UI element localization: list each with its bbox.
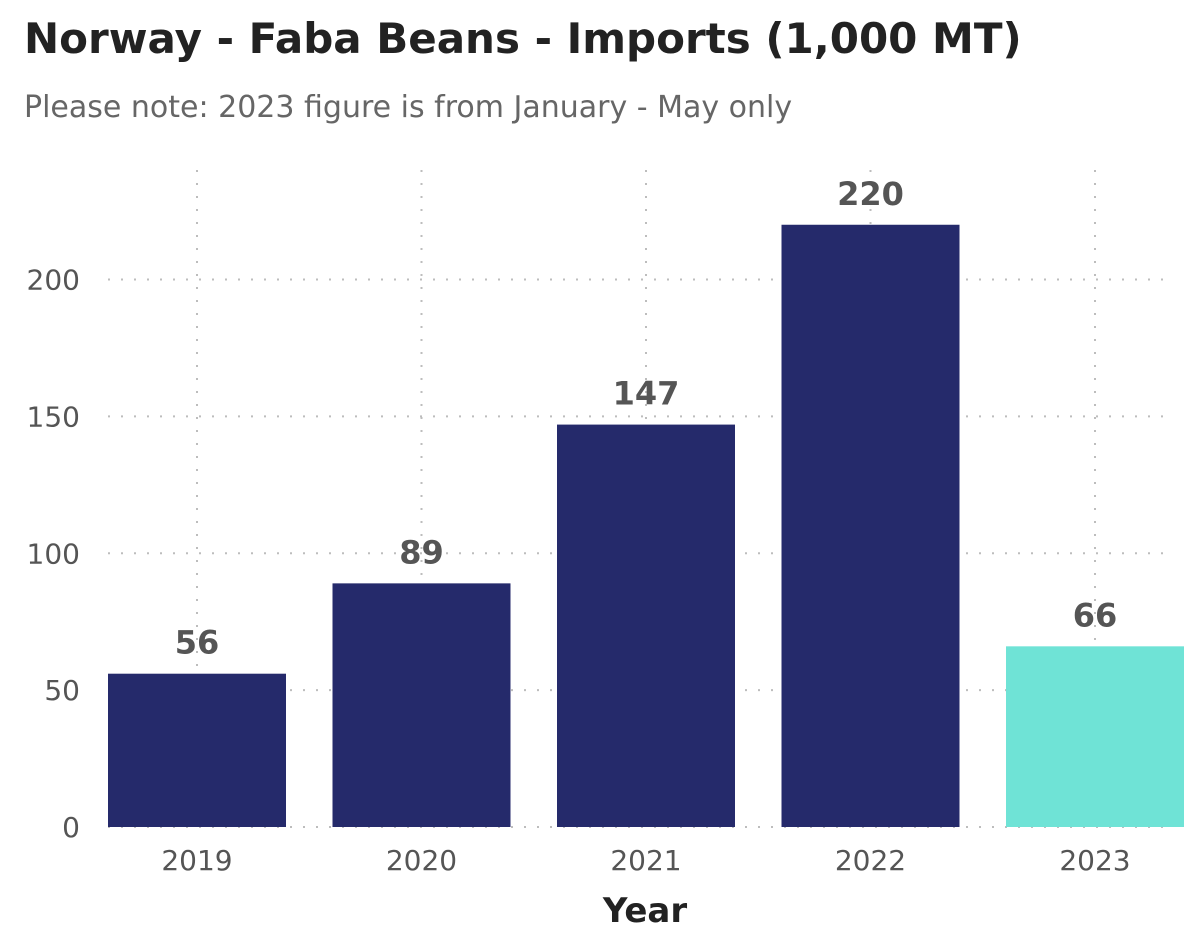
x-tick-label-2019: 2019 <box>161 844 232 877</box>
data-label-2021: 147 <box>613 375 680 413</box>
x-tick-label-2023: 2023 <box>1059 844 1130 877</box>
y-tick-label: 100 <box>27 537 80 570</box>
bar-2020[interactable] <box>332 583 511 827</box>
bars-layer <box>108 224 1184 827</box>
data-label-2020: 89 <box>399 533 444 571</box>
x-tick-label-2022: 2022 <box>835 844 906 877</box>
bar-2023[interactable] <box>1006 646 1184 827</box>
y-tick-label: 150 <box>27 400 80 433</box>
x-axis-title: Year <box>602 891 688 931</box>
bar-2019[interactable] <box>108 673 286 827</box>
y-tick-label: 0 <box>62 811 80 844</box>
y-tick-label: 50 <box>44 674 80 707</box>
y-axis: 0 50 100 150 200 <box>27 264 80 845</box>
x-tick-label-2020: 2020 <box>386 844 457 877</box>
chart-subtitle: Please note: 2023 figure is from January… <box>24 90 793 125</box>
data-label-2022: 220 <box>837 175 904 213</box>
bar-2021[interactable] <box>557 424 735 827</box>
bar-2022[interactable] <box>781 224 960 827</box>
x-axis: 2019 2020 2021 2022 2023 <box>161 844 1130 877</box>
y-tick-label: 200 <box>27 264 80 297</box>
x-tick-label-2021: 2021 <box>610 844 681 877</box>
data-label-2019: 56 <box>175 624 220 662</box>
data-label-2023: 66 <box>1073 596 1118 634</box>
chart-title: Norway - Faba Beans - Imports (1,000 MT) <box>24 14 1022 63</box>
data-labels-layer: 56 89 147 220 66 <box>175 175 1118 662</box>
